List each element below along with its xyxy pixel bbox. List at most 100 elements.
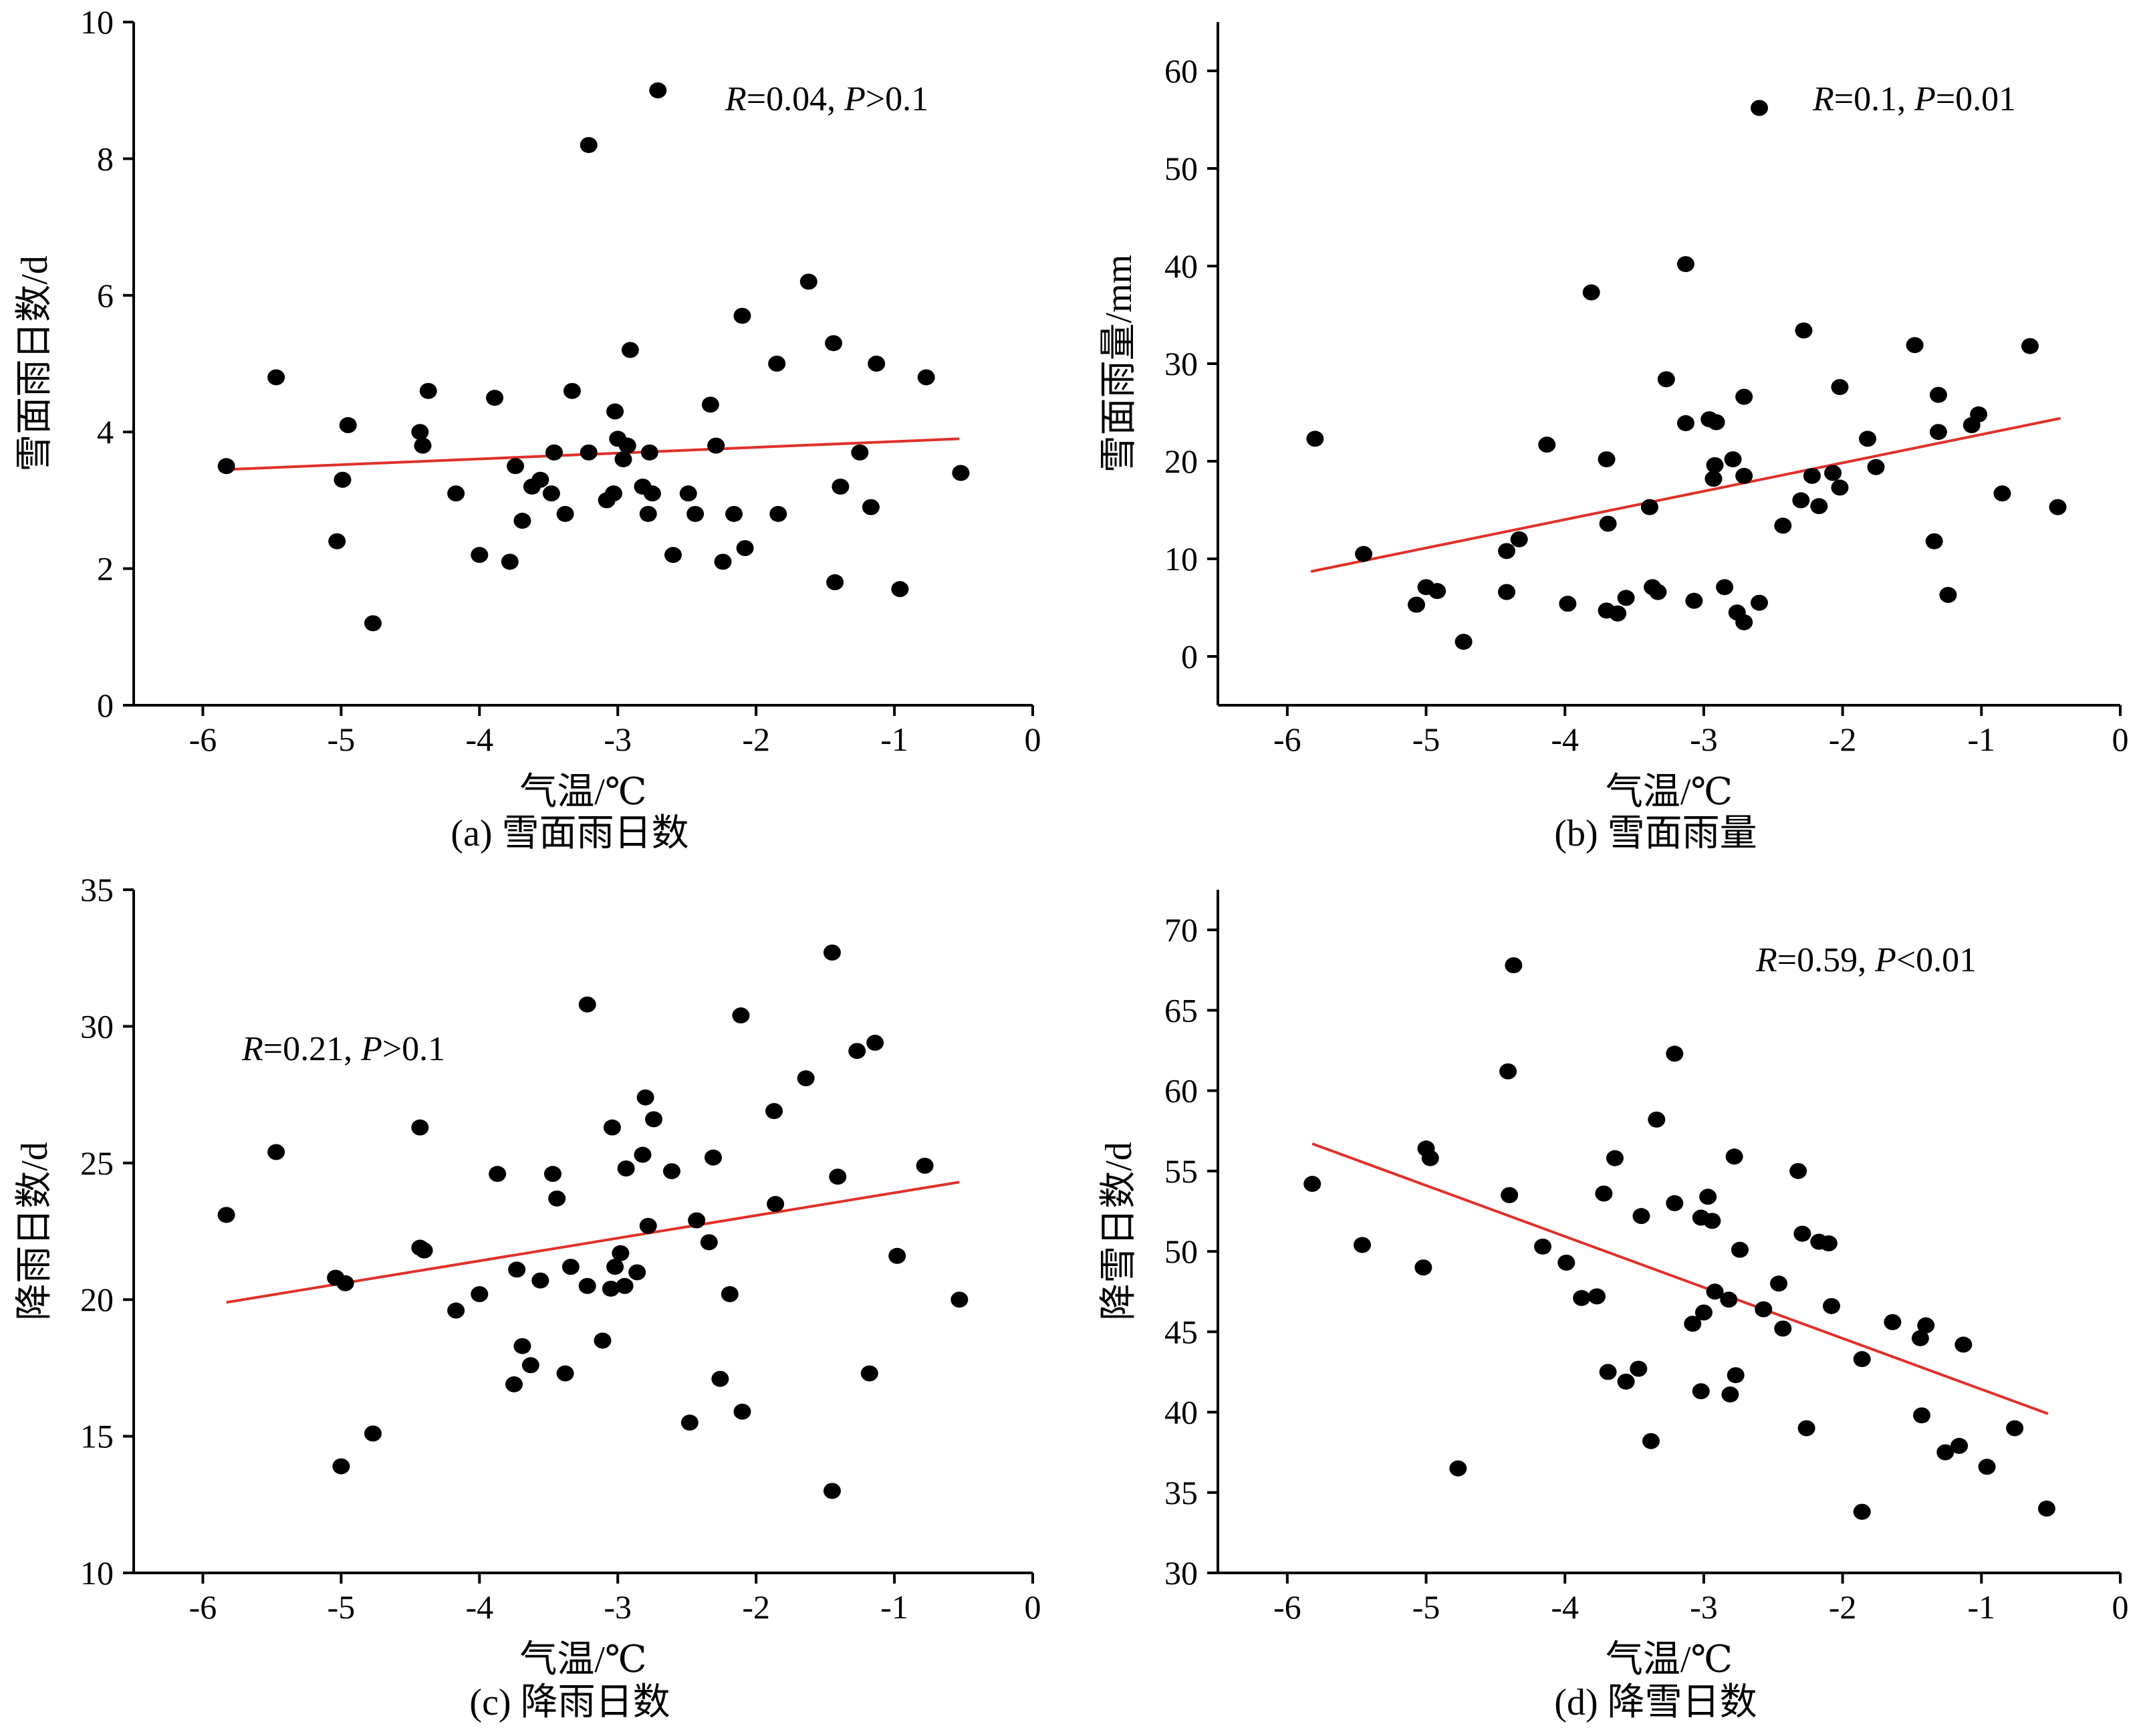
data-point: [419, 382, 437, 399]
data-point: [1582, 284, 1600, 301]
y-tick-label: 40: [1164, 247, 1198, 285]
data-point: [643, 485, 661, 502]
stat-p-value: >0.1: [866, 80, 928, 118]
data-point: [471, 1286, 489, 1303]
panel-c: -6 -5 -4 -3 -2 -1 0 10 15 20 25 30 35 R=0.21, P>0.1 气温…: [14, 871, 1041, 1723]
data-point: [1617, 1373, 1635, 1390]
data-point: [1657, 371, 1675, 388]
data-point: [2049, 499, 2067, 515]
data-point: [767, 1196, 785, 1213]
data-point: [578, 1277, 596, 1294]
data-point: [823, 1483, 841, 1499]
y-axis-label: 雪面雨日数/d: [14, 255, 55, 472]
data-point: [1538, 437, 1556, 453]
stat-r-value: =0.1,: [1834, 80, 1914, 118]
x-tick-label: -2: [1829, 1588, 1857, 1626]
data-point: [1642, 1433, 1660, 1449]
data-point: [1303, 1176, 1321, 1193]
data-point: [711, 1370, 729, 1387]
data-point: [1731, 1241, 1749, 1258]
data-point: [1819, 1235, 1838, 1252]
y-tick-label: 65: [1164, 991, 1198, 1029]
data-point: [1939, 587, 1957, 604]
stat-p-label: P: [360, 1030, 382, 1068]
x-tick-label: -4: [465, 721, 493, 758]
x-tick-label: 0: [1025, 721, 1041, 758]
data-point: [1606, 1150, 1624, 1166]
stat-annotation: R=0.59, P<0.01: [1755, 941, 1977, 979]
data-point: [1721, 1386, 1739, 1403]
data-point: [860, 1365, 878, 1382]
data-point: [2006, 1420, 2024, 1437]
data-point: [618, 437, 636, 454]
panel-b: -6 -5 -4 -3 -2 -1 0 0 10 20 30 40 50 60 R=0.1, P=0.01 气…: [1098, 22, 2129, 854]
panel-caption: (d) 降雪日数: [1554, 1682, 1757, 1723]
y-tick-label: 55: [1164, 1152, 1198, 1190]
x-tick-label: -1: [880, 721, 908, 758]
data-point: [1559, 596, 1577, 612]
data-point: [1510, 531, 1528, 547]
stat-p-value: =0.01: [1936, 80, 2016, 118]
data-point: [1824, 465, 1842, 481]
data-point: [1449, 1460, 1467, 1477]
data-point: [521, 1357, 539, 1374]
data-point: [680, 1414, 699, 1431]
data-point: [639, 505, 657, 522]
data-point: [1534, 1238, 1551, 1255]
data-point: [563, 382, 581, 399]
data-point: [594, 1332, 612, 1349]
x-axis-label: 气温/℃: [1606, 771, 1733, 813]
data-point: [1755, 1301, 1773, 1318]
x-tick-label: -6: [189, 1588, 217, 1626]
data-point: [1751, 100, 1768, 116]
x-tick-label: -4: [1551, 721, 1579, 758]
data-point: [1884, 1314, 1902, 1330]
data-point: [531, 471, 549, 488]
data-point: [1925, 533, 1943, 549]
data-point: [1501, 1187, 1519, 1203]
stat-p-value: >0.1: [382, 1030, 445, 1068]
y-axis-label: 降雨日数/d: [14, 1142, 55, 1321]
panel-d: -6 -5 -4 -3 -2 -1 0 30 35 40 45 50 55 60 65 70 R=0.59, P…: [1098, 890, 2129, 1723]
data-point: [1588, 1288, 1606, 1305]
y-tick-label: 70: [1164, 911, 1198, 949]
data-point: [1666, 1045, 1684, 1062]
y-tick-label: 50: [1164, 150, 1198, 187]
data-point: [617, 1160, 635, 1176]
data-point: [733, 307, 751, 324]
trend-line: [1311, 1142, 2049, 1415]
data-point: [1810, 498, 1828, 515]
data-point: [826, 574, 844, 591]
y-tick-label: 0: [1181, 638, 1198, 675]
x-tick-label: -3: [1690, 721, 1718, 758]
data-point: [1640, 499, 1658, 515]
data-point: [471, 547, 489, 564]
data-point: [328, 533, 346, 549]
data-point: [1306, 430, 1324, 447]
data-point: [1706, 457, 1724, 473]
data-point: [662, 1163, 680, 1180]
data-point: [1692, 1383, 1710, 1400]
x-tick-label: -2: [1829, 721, 1857, 758]
data-point: [411, 1119, 429, 1136]
data-point: [556, 1365, 574, 1382]
panel-a: -6 -5 -4 -3 -2 -1 0 0 2 4 6 8 10 R=0.04, P>0.1 气温/℃ 雪面雨…: [14, 3, 1041, 854]
data-point: [1853, 1351, 1871, 1368]
data-point: [1725, 1148, 1743, 1165]
data-point: [916, 1157, 934, 1174]
x-tick-label: -3: [1690, 1588, 1718, 1626]
data-point: [1789, 1162, 1807, 1179]
x-tick-label: -2: [742, 1588, 770, 1626]
y-tick-label: 10: [80, 1554, 114, 1592]
data-point: [705, 1149, 723, 1166]
data-point: [1676, 415, 1694, 432]
data-point: [606, 1259, 624, 1275]
data-point: [725, 505, 743, 522]
y-tick-label: 2: [97, 550, 114, 588]
data-point: [332, 1458, 350, 1475]
data-point: [447, 1302, 465, 1319]
data-point: [1354, 1237, 1371, 1253]
data-point: [679, 485, 697, 502]
data-point: [649, 82, 667, 99]
y-tick-label: 25: [80, 1144, 114, 1182]
